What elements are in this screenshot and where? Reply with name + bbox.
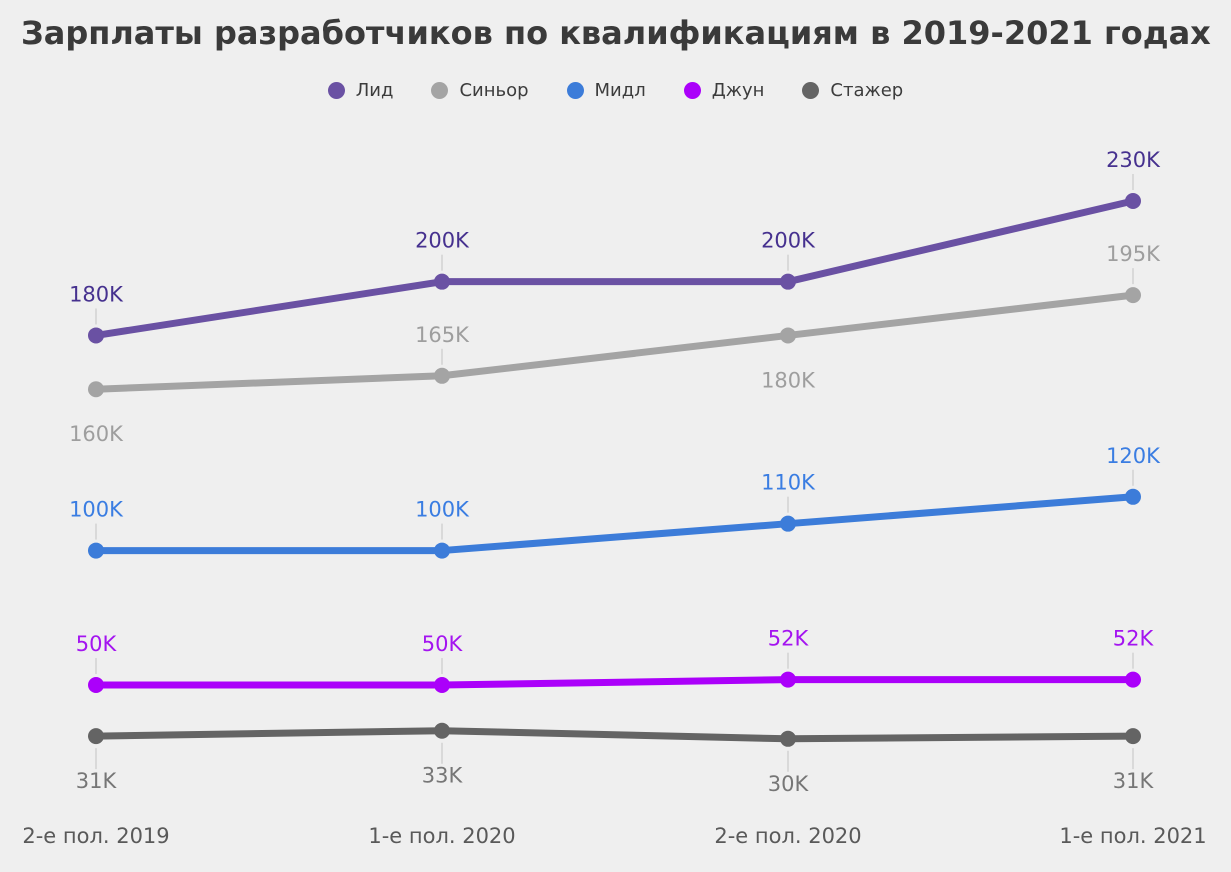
middle-point-0 <box>88 542 104 559</box>
lead-value-label-1: 200K <box>415 229 470 253</box>
middle-line <box>92 493 1137 555</box>
series-intern: 31K 33K 30K 31K <box>76 722 1155 796</box>
legend-label: Мидл <box>594 79 646 101</box>
intern-line <box>92 727 1137 743</box>
junior-line <box>92 676 1137 689</box>
senior-value-label-0: 160K <box>69 422 124 446</box>
junior-point-1 <box>434 677 450 694</box>
legend-item-lead[interactable]: Лид <box>327 79 394 101</box>
legend-label: Джун <box>711 79 765 101</box>
legend-item-senior[interactable]: Синьор <box>431 79 529 101</box>
middle-value-label-3: 120K <box>1106 444 1161 468</box>
junior-value-label-3: 52K <box>1113 627 1155 651</box>
legend-dot-icon <box>431 81 449 99</box>
legend-item-middle[interactable]: Мидл <box>566 79 646 101</box>
chart-title: Зарплаты разработчиков по квалификациям … <box>21 14 1211 52</box>
legend-item-intern[interactable]: Стажер <box>802 80 903 101</box>
middle-point-3 <box>1125 488 1141 505</box>
intern-value-label-0: 31K <box>76 769 118 793</box>
lead-point-1 <box>434 273 450 290</box>
legend-dot-icon <box>327 81 345 99</box>
legend-dot-icon <box>802 81 820 99</box>
lead-point-2 <box>780 273 796 290</box>
lead-point-0 <box>88 327 104 344</box>
junior-point-2 <box>780 671 796 688</box>
legend-dot-icon <box>683 81 701 99</box>
junior-point-3 <box>1125 671 1141 688</box>
senior-value-label-1: 165K <box>415 323 470 347</box>
senior-value-label-3: 195K <box>1106 242 1161 266</box>
legend-label: Синьор <box>459 79 529 101</box>
series-lead: 180K 200K 200K 230K <box>69 148 1161 344</box>
senior-value-label-2: 180K <box>761 368 816 392</box>
series-senior: 160K 165K 180K 195K <box>69 242 1161 446</box>
senior-point-3 <box>1125 287 1141 304</box>
chart-legend: Лид Синьор Мидл Джун Стажер <box>0 78 1231 102</box>
legend-dot-icon <box>566 81 584 99</box>
middle-point-2 <box>780 515 796 532</box>
legend-label: Лид <box>355 79 394 101</box>
junior-value-label-1: 50K <box>422 632 464 656</box>
x-axis-label-3: 1-е пол. 2021 <box>1059 824 1206 848</box>
intern-point-2 <box>780 730 796 747</box>
series-junior: 50K 50K 52K 52K <box>76 627 1155 694</box>
middle-point-1 <box>434 542 450 559</box>
intern-value-label-3: 31K <box>1113 769 1155 793</box>
middle-value-label-0: 100K <box>69 498 124 522</box>
legend-item-junior[interactable]: Джун <box>683 79 765 101</box>
intern-value-label-1: 33K <box>422 764 464 788</box>
series-middle: 100K 100K 110K 120K <box>69 444 1161 559</box>
intern-point-1 <box>434 722 450 739</box>
senior-point-2 <box>780 327 796 344</box>
intern-value-label-2: 30K <box>768 772 810 796</box>
junior-point-0 <box>88 677 104 694</box>
senior-point-1 <box>434 367 450 384</box>
x-axis-label-0: 2-е пол. 2019 <box>22 824 169 848</box>
junior-value-label-0: 50K <box>76 632 118 656</box>
intern-point-0 <box>88 728 104 745</box>
senior-point-0 <box>88 381 104 398</box>
lead-value-label-2: 200K <box>761 229 816 253</box>
lead-point-3 <box>1125 193 1141 209</box>
middle-value-label-2: 110K <box>761 471 816 495</box>
lead-value-label-3: 230K <box>1106 148 1161 172</box>
x-axis-label-2: 2-е пол. 2020 <box>714 824 861 848</box>
junior-value-label-2: 52K <box>768 627 810 651</box>
lead-value-label-0: 180K <box>69 282 124 306</box>
intern-point-3 <box>1125 728 1141 745</box>
middle-value-label-1: 100K <box>415 498 470 522</box>
senior-line <box>92 291 1137 393</box>
lead-line <box>92 197 1137 339</box>
legend-label: Стажер <box>830 79 904 101</box>
x-axis-label-1: 1-е пол. 2020 <box>368 824 515 848</box>
